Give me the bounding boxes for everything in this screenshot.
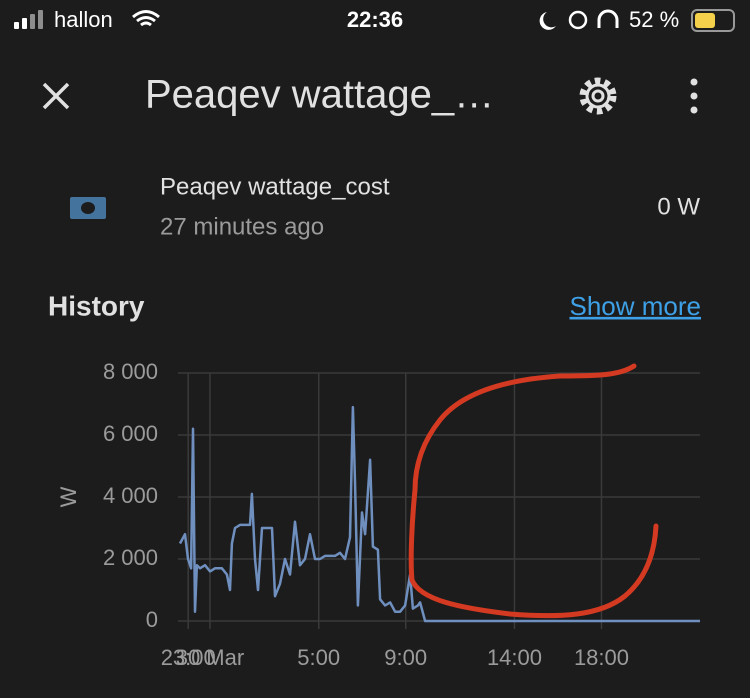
more-button[interactable] [690, 78, 698, 114]
battery-icon [691, 9, 735, 32]
signal-icon [14, 10, 43, 29]
clock: 22:36 [347, 7, 403, 32]
carrier: hallon [54, 7, 113, 32]
battery-text: 52 % [629, 7, 679, 32]
x-tick-label: 5:00 [297, 645, 340, 670]
last-changed: 27 minutes ago [160, 213, 324, 240]
y-axis-label: W [56, 486, 81, 507]
y-tick-label: 8 000 [103, 359, 158, 384]
entity-icon [70, 197, 106, 219]
y-tick-label: 6 000 [103, 421, 158, 446]
annotation-scribble [408, 363, 659, 619]
entity-name: Peaqev wattage_cost [160, 173, 390, 200]
headphones-icon [597, 9, 619, 28]
entity-state: 0 W [657, 193, 700, 220]
y-tick-label: 4 000 [103, 483, 158, 508]
x-tick-label: 18:00 [574, 645, 629, 670]
x-tick-label: 30 Mar [176, 645, 244, 670]
moon-icon [539, 12, 556, 30]
x-tick-label: 14:00 [487, 645, 542, 670]
x-tick-label: 9:00 [384, 645, 427, 670]
battery-level [695, 13, 715, 28]
close-button[interactable] [42, 82, 70, 110]
y-tick-label: 2 000 [103, 545, 158, 570]
history-title: History [48, 290, 145, 321]
data-line [178, 405, 700, 623]
y-tick-label: 0 [146, 607, 158, 632]
wifi-icon [132, 10, 160, 27]
x-tick-label: 23:00 [161, 645, 216, 670]
alarm-icon [568, 10, 588, 30]
dialog-title: Peaqev wattage_… [145, 73, 494, 117]
settings-button[interactable] [579, 77, 617, 115]
show-more-link[interactable]: Show more [570, 291, 702, 321]
